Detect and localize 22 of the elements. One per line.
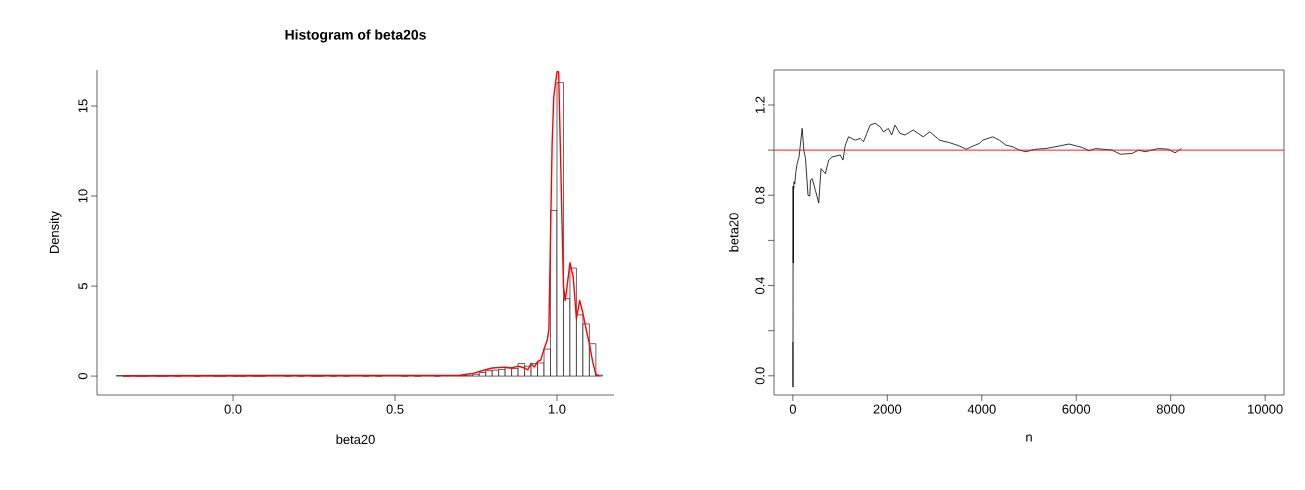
y-tick-label: 1.2 [755,96,765,113]
y-tick-label: 5 [78,283,88,290]
y-axis-title: beta20 [728,213,739,252]
x-tick-label: 1.0 [548,404,566,414]
x-tick-label: 10000 [1248,404,1283,414]
y-tick-label: 0 [78,373,88,380]
x-tick-label: 0 [789,404,796,414]
y-tick-label: 10 [78,189,88,203]
y-tick-label: 15 [78,99,88,113]
y-axis-title: Density [49,210,62,254]
chart-title: Histogram of beta20s [285,29,426,43]
x-axis-title: beta20 [336,434,375,445]
y-tick-label: 0.0 [755,367,765,385]
x-axis-title: n [1026,434,1032,442]
x-tick-label: 0.0 [224,404,242,414]
y-tick-label: 0.4 [755,276,765,295]
x-tick-label: 8000 [1156,404,1185,414]
x-tick-label: 0.5 [386,404,404,414]
x-tick-label: 2000 [873,404,902,414]
x-tick-label: 6000 [1062,404,1091,414]
x-tick-label: 4000 [967,404,996,414]
y-tick-label: 0.8 [755,186,765,204]
